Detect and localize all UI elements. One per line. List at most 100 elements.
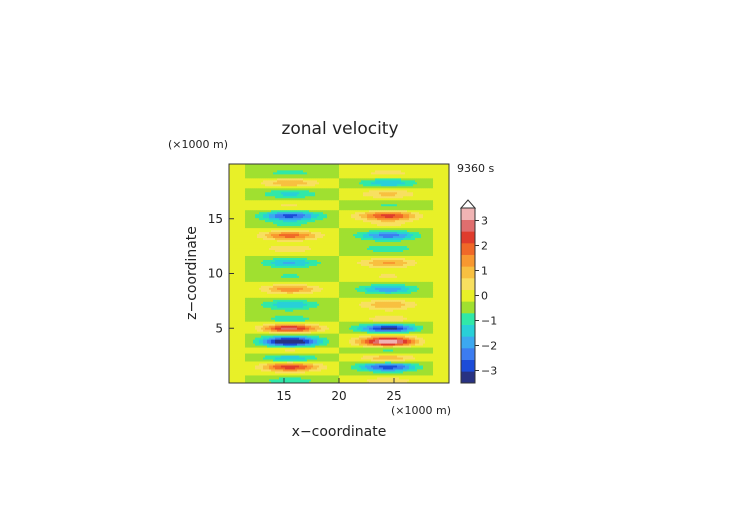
heatmap-cell xyxy=(237,349,240,352)
heatmap-cell xyxy=(301,327,304,330)
heatmap-cell xyxy=(369,341,372,344)
heatmap-cell xyxy=(431,309,434,312)
heatmap-cell xyxy=(437,319,440,322)
heatmap-cell xyxy=(307,355,310,358)
heatmap-cell xyxy=(247,309,250,312)
heatmap-cell xyxy=(301,291,304,294)
heatmap-cell xyxy=(369,299,372,302)
heatmap-cell xyxy=(359,327,362,330)
heatmap-cell xyxy=(367,371,370,374)
heatmap-cell xyxy=(263,367,266,370)
heatmap-cell xyxy=(401,345,404,348)
heatmap-cell xyxy=(409,299,412,302)
heatmap-cell xyxy=(355,377,358,380)
heatmap-cell xyxy=(233,361,236,364)
heatmap-cell xyxy=(309,307,312,310)
heatmap-cell xyxy=(237,303,240,306)
heatmap-cell xyxy=(425,375,428,378)
heatmap-cell xyxy=(343,319,346,322)
heatmap-cell xyxy=(291,327,294,330)
heatmap-cell xyxy=(231,307,234,310)
heatmap-cell xyxy=(313,377,316,380)
heatmap-cell xyxy=(337,381,340,384)
heatmap-cell xyxy=(409,309,412,312)
heatmap-cell xyxy=(345,353,348,356)
heatmap-cell xyxy=(337,293,340,296)
heatmap-cell xyxy=(431,361,434,364)
heatmap-cell xyxy=(361,309,364,312)
heatmap-cell xyxy=(345,329,348,332)
heatmap-cell xyxy=(255,329,258,332)
heatmap-cell xyxy=(263,351,266,354)
heatmap-cell xyxy=(261,371,264,374)
heatmap-cell xyxy=(315,365,318,368)
heatmap-cell xyxy=(253,327,256,330)
heatmap-cell xyxy=(403,295,406,298)
heatmap-cell xyxy=(441,293,444,296)
heatmap-cell xyxy=(417,379,420,382)
heatmap-cell xyxy=(249,339,252,342)
heatmap-cell xyxy=(447,355,450,358)
heatmap-cell xyxy=(241,373,244,376)
heatmap-cell xyxy=(437,367,440,370)
heatmap-cell xyxy=(437,297,440,300)
heatmap-cell xyxy=(419,349,422,352)
heatmap-cell xyxy=(293,357,296,360)
heatmap-cell xyxy=(329,331,332,334)
heatmap-cell xyxy=(247,321,250,324)
heatmap-cell xyxy=(409,341,412,344)
heatmap-cell xyxy=(423,367,426,370)
heatmap-cell xyxy=(337,375,340,378)
heatmap-cell xyxy=(329,365,332,368)
heatmap-cell xyxy=(339,329,342,332)
heatmap-cell xyxy=(375,367,378,370)
heatmap-cell xyxy=(405,355,408,358)
heatmap-cell xyxy=(359,315,362,318)
heatmap-cell xyxy=(423,313,426,316)
heatmap-cell xyxy=(243,371,246,374)
heatmap-cell xyxy=(437,359,440,362)
heatmap-cell xyxy=(363,343,366,346)
heatmap-cell xyxy=(231,377,234,380)
heatmap-cell xyxy=(329,313,332,316)
heatmap-cell xyxy=(289,313,292,316)
heatmap-cell xyxy=(309,357,312,360)
heatmap-cell xyxy=(249,301,252,304)
heatmap-cell xyxy=(257,311,260,314)
heatmap-cell xyxy=(253,375,256,378)
heatmap-cell xyxy=(397,333,400,336)
heatmap-cell xyxy=(427,317,430,320)
heatmap-cell xyxy=(391,295,394,298)
heatmap-cell xyxy=(333,345,336,348)
heatmap-cell xyxy=(273,377,276,380)
heatmap-cell xyxy=(365,373,368,376)
heatmap-cell xyxy=(327,341,330,344)
heatmap-cell xyxy=(277,329,280,332)
heatmap-cell xyxy=(435,367,438,370)
heatmap-cell xyxy=(443,295,446,298)
heatmap-cell xyxy=(249,299,252,302)
heatmap-cell xyxy=(359,309,362,312)
heatmap-cell xyxy=(371,377,374,380)
heatmap-cell xyxy=(239,299,242,302)
heatmap-cell xyxy=(233,365,236,368)
heatmap-cell xyxy=(433,343,436,346)
heatmap-cell xyxy=(267,297,270,300)
heatmap-cell xyxy=(417,353,420,356)
heatmap-cell xyxy=(285,365,288,368)
heatmap-cell xyxy=(301,297,304,300)
heatmap-cell xyxy=(243,369,246,372)
heatmap-cell xyxy=(305,297,308,300)
heatmap-cell xyxy=(421,297,424,300)
heatmap-cell xyxy=(385,349,388,352)
heatmap-cell xyxy=(419,373,422,376)
heatmap-cell xyxy=(277,323,280,326)
heatmap-cell xyxy=(331,303,334,306)
heatmap-cell xyxy=(389,377,392,380)
heatmap-cell xyxy=(329,323,332,326)
heatmap-cell xyxy=(299,373,302,376)
heatmap-cell xyxy=(239,353,242,356)
heatmap-cell xyxy=(259,347,262,350)
heatmap-cell xyxy=(371,353,374,356)
heatmap-cell xyxy=(375,307,378,310)
